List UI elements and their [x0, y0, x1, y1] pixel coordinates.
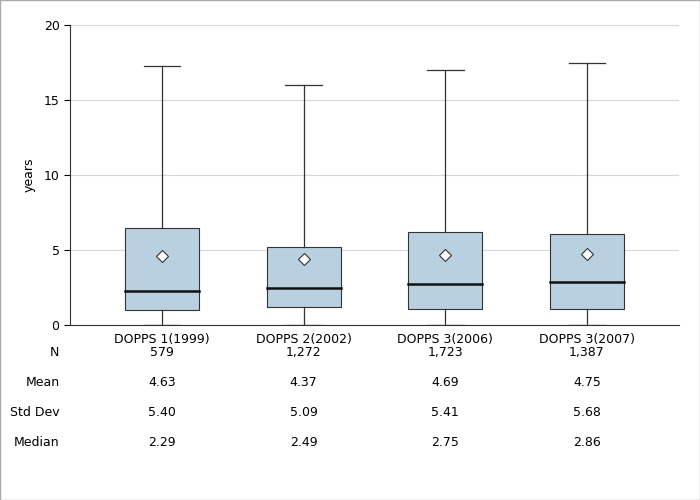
Text: Mean: Mean: [25, 376, 60, 389]
Text: 1,387: 1,387: [569, 346, 605, 359]
Text: 5.41: 5.41: [431, 406, 459, 419]
Text: Median: Median: [14, 436, 60, 449]
Text: 2.86: 2.86: [573, 436, 601, 449]
Text: 579: 579: [150, 346, 174, 359]
Y-axis label: years: years: [22, 158, 36, 192]
Text: 4.75: 4.75: [573, 376, 601, 389]
Text: 2.75: 2.75: [431, 436, 459, 449]
Bar: [125, 228, 199, 310]
Text: 4.63: 4.63: [148, 376, 176, 389]
Text: 5.09: 5.09: [290, 406, 318, 419]
Text: 4.37: 4.37: [290, 376, 318, 389]
Bar: [409, 232, 482, 308]
Text: 1,272: 1,272: [286, 346, 321, 359]
Text: N: N: [50, 346, 60, 359]
Text: 2.49: 2.49: [290, 436, 318, 449]
Bar: [550, 234, 624, 308]
Text: 4.69: 4.69: [431, 376, 459, 389]
Text: 5.68: 5.68: [573, 406, 601, 419]
Text: 5.40: 5.40: [148, 406, 176, 419]
Text: 2.29: 2.29: [148, 436, 176, 449]
Bar: [267, 247, 340, 307]
Text: 1,723: 1,723: [428, 346, 463, 359]
Text: Std Dev: Std Dev: [10, 406, 60, 419]
